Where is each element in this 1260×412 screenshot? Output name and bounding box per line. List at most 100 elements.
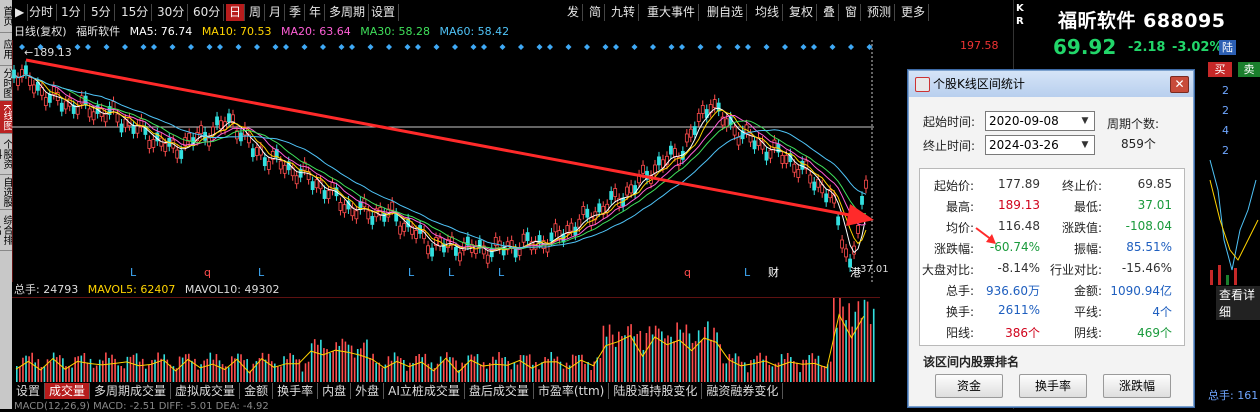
tool-button-5[interactable]: 均线 [752,4,784,21]
period-tab-11[interactable]: 多周期 [326,4,370,21]
volume-bar [258,358,261,382]
period-tab-3[interactable]: 15分 [118,4,153,21]
end-time-select[interactable]: 2024-03-26 ▼ [985,135,1095,155]
period-tab-9[interactable]: 季 [286,4,306,21]
stat-key: 振幅: [1073,242,1102,256]
right-number: 2 [1222,144,1229,157]
left-tab-2[interactable]: 分时图 [0,66,12,101]
volume-bar [111,354,113,382]
indicator-tab-11[interactable]: 陆股通持股变化 [609,383,703,399]
tool-button-7[interactable]: 叠 [820,4,840,21]
stat-key: 涨跌值: [1061,221,1102,235]
volume-bar [848,303,850,382]
period-tab-0[interactable]: 分时 [26,4,58,21]
candle-body [75,105,80,115]
candle-body [147,140,152,149]
rank-turnover-button[interactable]: 换手率 [1019,374,1087,398]
volume-bar [203,360,205,382]
rank-fund-button[interactable]: 资金 [935,374,1003,398]
event-diamond [565,44,572,50]
candle-body [844,248,848,258]
period-tab-5[interactable]: 60分 [190,4,225,21]
tool-button-6[interactable]: 复权 [786,4,818,21]
volume-bar [350,345,353,382]
indicator-tab-0[interactable]: 设置 [12,383,46,399]
start-time-select[interactable]: 2020-09-08 ▼ [985,111,1095,131]
tool-button-10[interactable]: 更多 [898,4,930,21]
stat-value: 1090.94亿 [1110,284,1172,298]
event-marker: 财 [768,265,779,279]
annotation-arrow [975,227,996,244]
chevron-down-icon[interactable]: ▼ [1081,116,1089,126]
indicator-tab-4[interactable]: 金额 [240,383,274,399]
indicator-tab-5[interactable]: 换手率 [273,383,319,399]
volume-bar [387,356,390,382]
left-tab-3[interactable]: K线图 [0,101,12,134]
indicator-tab-2[interactable]: 多周期成交量 [90,383,172,399]
candle-body [163,143,168,152]
volume-bar [366,339,368,382]
candle-body [840,239,845,249]
chevron-down-icon[interactable]: ▼ [1081,140,1089,150]
candle-body [672,148,677,157]
sell-button[interactable]: 卖 [1238,62,1260,77]
dialog-title-bar[interactable]: 个股K线区间统计 ✕ [909,71,1193,97]
volume-bar [571,354,574,382]
tool-button-8[interactable]: 窗 [842,4,862,21]
volume-bar [439,356,442,382]
volume-bar [538,369,540,382]
period-tab-7[interactable]: 周 [246,4,266,21]
indicator-tab-3[interactable]: 虚拟成交量 [171,383,241,399]
indicator-tab-1[interactable]: 成交量 [45,383,91,399]
indicator-tab-7[interactable]: 外盘 [351,383,385,399]
tool-button-1[interactable]: 简 [586,4,606,21]
candle-body [454,247,458,256]
tool-button-3[interactable]: 重大事件 [644,4,700,21]
candle-body [629,184,634,194]
candle-body [91,111,96,121]
period-tab-6[interactable]: 日 [226,4,246,21]
period-tab-1[interactable]: 1分 [58,4,85,21]
event-diamond [85,44,91,50]
volume-bar [289,353,291,382]
event-diamond [800,44,807,50]
period-tab-4[interactable]: 30分 [154,4,189,21]
tool-button-4[interactable]: 删自选 [704,4,748,21]
left-tab-0[interactable]: 首页 [0,0,12,33]
volume-bar [298,359,301,382]
volume-bar [621,336,623,382]
left-tab-6[interactable]: 综合排名 [0,210,12,251]
volume-bar [224,366,227,382]
volume-bar [826,364,829,382]
period-tab-2[interactable]: 5分 [88,4,115,21]
buy-button[interactable]: 买 [1208,62,1232,77]
event-diamond [650,44,656,50]
stat-key: 最低: [1073,200,1102,214]
volume-bar [166,359,169,382]
close-icon[interactable]: ✕ [1170,76,1189,93]
toolbar-arrow-icon[interactable]: ▶ [12,4,29,21]
left-tab-4[interactable]: 个股资料 [0,134,12,175]
tool-button-2[interactable]: 九转 [608,4,640,21]
volume-bar [682,332,685,382]
candle-body [24,65,28,75]
period-tab-8[interactable]: 月 [266,4,286,21]
view-detail-button[interactable]: 查看详细 [1216,286,1260,320]
volume-chart[interactable] [12,297,880,382]
left-tab-5[interactable]: 自选股 [0,175,12,210]
period-tab-10[interactable]: 年 [306,4,326,21]
tool-button-0[interactable]: 发 [564,4,584,21]
indicator-tab-12[interactable]: 融资融券变化 [702,383,784,399]
indicator-tab-8[interactable]: AI立桩成交量 [384,383,465,399]
rank-change-button[interactable]: 涨跌幅 [1103,374,1171,398]
indicator-tab-9[interactable]: 盘后成交量 [465,383,534,399]
left-tab-1[interactable]: 应用 [0,33,12,66]
volume-bar [814,358,817,382]
volume-bar [399,358,402,382]
indicator-tab-6[interactable]: 内盘 [318,383,352,399]
indicator-tab-10[interactable]: 市盈率(ttm) [534,383,610,399]
period-tab-12[interactable]: 设置 [368,4,400,21]
volume-bar [697,330,700,382]
tool-button-9[interactable]: 预测 [864,4,896,21]
